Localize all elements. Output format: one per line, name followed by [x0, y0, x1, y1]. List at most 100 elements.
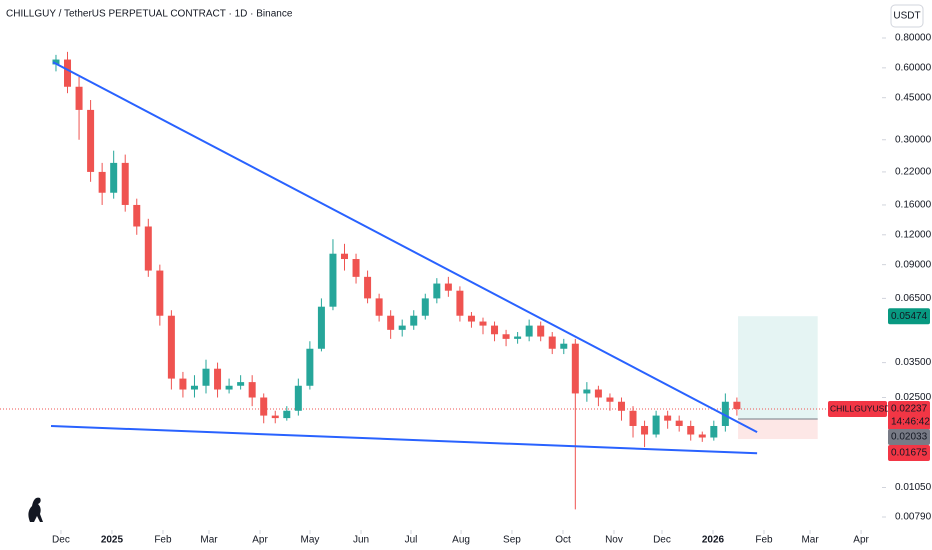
candle-body	[52, 59, 60, 65]
candle-body	[225, 385, 233, 390]
candle-body	[537, 325, 545, 337]
candle-body	[64, 59, 72, 87]
symbol-label-box	[828, 401, 887, 418]
candle-body	[675, 420, 683, 426]
y-tick-label: 0.09000	[895, 259, 932, 270]
chart-title: CHILLGUY / TetherUS PERPETUAL CONTRACT ·…	[6, 9, 293, 20]
y-tick-label: 0.60000	[895, 62, 932, 73]
x-tick-label: Mar	[200, 535, 218, 546]
y-tick-label: 0.30000	[895, 134, 932, 145]
candle-body	[652, 415, 660, 435]
symbol-label: CHILLGUYUSDT.P	[830, 403, 903, 413]
x-tick-label: Sep	[503, 535, 521, 546]
candle-body	[733, 401, 741, 410]
entry-price-label: 0.02033	[891, 432, 928, 443]
candle-body	[664, 415, 672, 421]
candle-body	[294, 385, 302, 411]
candle-body	[317, 306, 325, 349]
y-tick-label: 0.12000	[895, 229, 932, 240]
x-tick-label: Dec	[653, 535, 671, 546]
candle-body	[606, 397, 614, 402]
candle-body	[167, 315, 175, 379]
x-tick-label: Jun	[353, 535, 369, 546]
candle-body	[444, 283, 452, 291]
candle-body	[387, 315, 395, 330]
y-tick-label: 0.03500	[895, 357, 932, 368]
x-tick-label: May	[301, 535, 320, 546]
candle-body	[248, 382, 256, 398]
y-tick-label: 0.16000	[895, 200, 932, 211]
x-tick-label: Oct	[555, 535, 571, 546]
candle-body	[583, 389, 591, 394]
y-tick-label: 0.45000	[895, 92, 932, 103]
target-price-label: 0.05474	[891, 311, 928, 322]
x-tick-label: Feb	[755, 535, 773, 546]
candle-body	[329, 253, 337, 307]
candle-body	[617, 401, 625, 411]
candle-body	[514, 336, 522, 339]
candle-body	[156, 270, 164, 316]
x-tick-label: Mar	[801, 535, 819, 546]
candle-body	[352, 259, 360, 277]
candle-body	[710, 425, 718, 438]
candle-body	[375, 298, 383, 316]
candle-body	[202, 368, 210, 386]
currency-label[interactable]: USDT	[893, 11, 920, 22]
candle-body	[260, 397, 268, 416]
candle-body	[548, 336, 556, 349]
y-tick-label: 0.06500	[895, 293, 932, 304]
candle-body	[571, 343, 579, 394]
candle-body	[144, 226, 152, 271]
x-tick-label: 2026	[702, 535, 725, 546]
y-tick-label: 0.02500	[895, 392, 932, 403]
candle-body	[525, 325, 533, 337]
candle-body	[179, 378, 187, 390]
candle-body	[641, 425, 649, 435]
x-tick-label: Apr	[252, 535, 268, 546]
candle-body	[364, 276, 372, 299]
candle-body	[467, 315, 475, 322]
candle-body	[190, 385, 198, 390]
candle-body	[502, 334, 510, 339]
candle-body	[75, 86, 83, 110]
y-tick-label: 0.22000	[895, 167, 932, 178]
y-tick-label: 0.00790	[895, 512, 932, 523]
candle-body	[421, 298, 429, 316]
candle-body	[133, 204, 141, 227]
y-tick-label: 0.80000	[895, 33, 932, 44]
candle-body	[110, 162, 118, 193]
x-tick-label: Apr	[853, 535, 869, 546]
x-tick-label: Jul	[405, 535, 418, 546]
stop-price-label: 0.01675	[891, 448, 928, 459]
trendline[interactable]	[50, 424, 758, 455]
candle-body	[560, 343, 568, 349]
candle-body	[98, 171, 106, 193]
currency-button[interactable]	[890, 4, 924, 28]
candle-body	[629, 410, 637, 426]
x-tick-label: 2025	[101, 535, 124, 546]
candle-body	[87, 109, 95, 172]
candle-body	[271, 415, 279, 419]
y-tick-label: 0.01050	[895, 482, 932, 493]
candle-body	[306, 348, 314, 386]
candle-body	[410, 315, 418, 326]
candle-body	[283, 410, 291, 419]
candle-body	[687, 425, 695, 435]
x-tick-label: Nov	[605, 535, 623, 546]
trendline[interactable]	[52, 61, 758, 434]
logo[interactable]	[28, 497, 43, 522]
candle-body	[594, 389, 602, 398]
x-tick-label: Aug	[452, 535, 470, 546]
stop-price-label-box	[888, 445, 930, 462]
candle-body	[214, 368, 222, 390]
candle-body	[721, 401, 729, 426]
candle-body	[479, 321, 487, 326]
candle-body	[121, 162, 129, 205]
candle-body	[698, 434, 706, 438]
last-price-label: 0.02237	[891, 404, 928, 415]
position-loss-zone	[738, 418, 818, 440]
candle-body	[398, 325, 406, 330]
x-tick-label: Feb	[154, 535, 172, 546]
candle-body	[433, 283, 441, 299]
